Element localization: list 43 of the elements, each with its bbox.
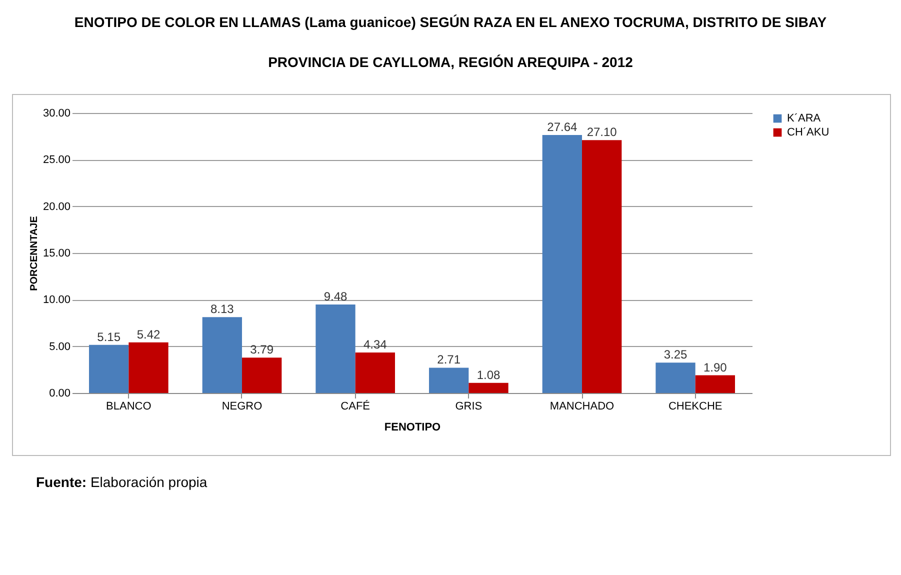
data-label: 3.25 bbox=[664, 348, 688, 362]
x-tick-label: MANCHADO bbox=[550, 400, 615, 412]
y-tick-label: 20.00 bbox=[42, 200, 70, 213]
y-tick-label: 30.00 bbox=[42, 108, 70, 120]
chart-title: ENOTIPO DE COLOR EN LLAMAS (Lama guanicoe) SEGÚN RAZA EN EL ANEXO TOCRUMA, DISTRITO DE SIBAY PROVINCIA DE CAYLLOMA, REGIÓN AREQUIPA - 2012 bbox=[74, 14, 827, 70]
data-label: 2.71 bbox=[437, 352, 461, 367]
data-label: 1.90 bbox=[703, 360, 728, 374]
bar bbox=[429, 368, 469, 393]
y-tick-label: 0.00 bbox=[49, 388, 70, 400]
data-label: 8.13 bbox=[210, 302, 234, 316]
y-axis-title: PORCENNTAJE bbox=[28, 216, 40, 291]
data-label: 5.42 bbox=[136, 327, 160, 342]
x-tick-label: GRIS bbox=[455, 400, 482, 412]
bar bbox=[582, 140, 622, 393]
y-tick-label: 25.00 bbox=[42, 154, 70, 166]
bar bbox=[695, 375, 735, 393]
bar bbox=[468, 382, 508, 393]
y-tick-label: 10.00 bbox=[42, 294, 70, 306]
bar bbox=[89, 344, 129, 393]
y-tick-label: 5.00 bbox=[49, 340, 70, 353]
data-label: 5.15 bbox=[97, 330, 121, 344]
legend-label: K´ARA bbox=[787, 112, 822, 124]
data-label: 1.08 bbox=[476, 368, 500, 382]
data-label: 9.48 bbox=[324, 290, 348, 304]
x-tick-label: NEGRO bbox=[222, 400, 263, 412]
x-tick-label: CAFÉ bbox=[340, 400, 370, 412]
bar bbox=[316, 304, 356, 393]
x-tick-label: CHEKCHE bbox=[668, 400, 722, 412]
data-label: 27.10 bbox=[586, 125, 618, 140]
bar bbox=[202, 317, 242, 393]
bar bbox=[656, 362, 696, 393]
y-tick-label: 15.00 bbox=[42, 248, 70, 260]
data-label: 4.34 bbox=[363, 337, 388, 352]
bar bbox=[542, 135, 582, 393]
x-tick-label: BLANCO bbox=[106, 400, 152, 412]
bar bbox=[242, 358, 282, 393]
legend-label: CH´AKU bbox=[787, 126, 830, 138]
x-axis-title: FENOTIPO bbox=[384, 422, 442, 434]
source-note: Fuente: Elaboración propia bbox=[36, 474, 208, 490]
bar bbox=[128, 342, 168, 393]
bar bbox=[355, 352, 395, 393]
data-label: 3.79 bbox=[250, 342, 274, 357]
data-label: 27.64 bbox=[547, 120, 578, 134]
